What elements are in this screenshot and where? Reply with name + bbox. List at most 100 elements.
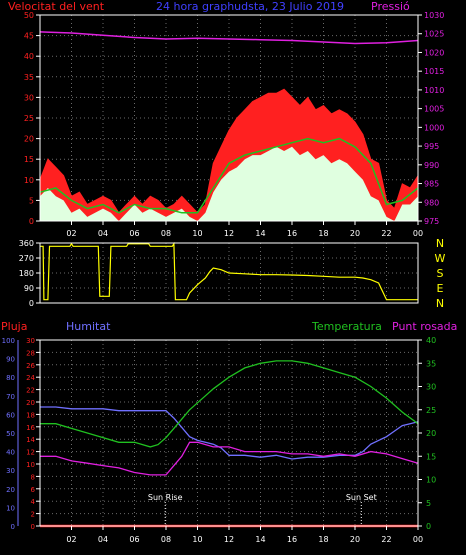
direction-series	[40, 241, 418, 301]
compass-label: E	[437, 282, 444, 295]
humidity-y-tick-label: 80	[6, 374, 15, 382]
climate-x-ticks: 02 04 06 08 10 12 14 16 18 20 22 00	[66, 526, 423, 544]
rain-y-tick-label: 8	[31, 473, 35, 481]
pressure-y-tick-label: 1000	[424, 123, 444, 132]
direction-y-tick-label: 180	[19, 269, 34, 278]
pressure-y-tick-label: 1005	[424, 105, 444, 114]
humidity-y-tick-label: 60	[6, 411, 15, 419]
wind-min-area	[40, 146, 418, 221]
rain-y-tick-label: 28	[26, 349, 35, 357]
temperature-line	[40, 360, 419, 448]
wind-x-tick-label: 18	[318, 229, 328, 238]
climate-x-tick-label: 22	[381, 535, 391, 544]
humidity-y-tick-label: 50	[6, 430, 15, 438]
climate-x-tick-label: 20	[350, 535, 360, 544]
pressure-line	[39, 31, 419, 45]
temperature-y-tick-label: 20	[426, 429, 436, 438]
climate-x-tick-label: 06	[129, 535, 139, 544]
wind-x-tick-label: 00	[413, 229, 423, 238]
rain-y-tick-label: 12	[26, 449, 35, 457]
humidity-y-tick-label: 30	[6, 467, 15, 475]
compass-label: N	[436, 237, 444, 250]
direction-y-tick-label: 270	[19, 254, 34, 263]
rain-y-tick-label: 16	[26, 424, 35, 432]
wind-x-tick-label: 04	[98, 229, 108, 238]
temperature-y-tick-label: 10	[426, 476, 436, 485]
rain-y-tick-label: 22	[26, 387, 35, 395]
wind-y-tick-label: 10	[24, 176, 34, 185]
temperature-y-tick-label: 30	[426, 383, 436, 392]
rain-y-tick-label: 24	[26, 374, 35, 382]
direction-y-tick-label: 90	[24, 284, 34, 293]
humidity-y-tick-label: 100	[2, 337, 15, 345]
wind-y-tick-label: 25	[24, 114, 34, 123]
climate-panel: 0246810121416182022242628300102030405060…	[1, 320, 457, 544]
climate-x-tick-label: 10	[192, 535, 202, 544]
direction-line	[40, 241, 418, 301]
pressure-y-tick-label: 980	[424, 198, 439, 207]
direction-y-ticks: 0 90 180 270 360	[19, 239, 40, 308]
rain-y-tick-label: 10	[26, 461, 35, 469]
humidity-axis-title: Humitat	[66, 320, 111, 333]
pressure-y-ticks: 975 980 985 990 995 1000 1005 1010 1015 1020 1025 1…	[418, 11, 444, 226]
climate-x-tick-label: 18	[318, 535, 328, 544]
compass-label: S	[437, 267, 444, 280]
rain-y-tick-label: 6	[31, 486, 36, 494]
climate-x-tick-label: 00	[413, 535, 423, 544]
wind-x-tick-label: 16	[287, 229, 297, 238]
chart-title: 24 hora graphudsta, 23 Julio 2019	[156, 0, 344, 13]
rain-y-tick-label: 18	[26, 411, 35, 419]
temperature-y-tick-label: 0	[426, 522, 431, 531]
rain-axis-title: Pluja	[1, 320, 27, 333]
wind-x-tick-label: 12	[224, 229, 234, 238]
pressure-y-tick-label: 990	[424, 161, 439, 170]
wind-x-ticks: 02 04 06 08 10 12 14 16 18 20 22 00	[66, 221, 423, 238]
temperature-y-tick-label: 40	[426, 336, 436, 345]
wind-avg-line	[39, 137, 419, 214]
wind-x-tick-label: 22	[381, 229, 391, 238]
wind-series	[39, 31, 419, 222]
wind-y-tick-label: 20	[24, 135, 34, 144]
humidity-y-tick-label: 40	[6, 449, 15, 457]
climate-y-ticks: 0246810121416182022242628300102030405060…	[2, 336, 437, 531]
climate-x-tick-label: 08	[161, 535, 171, 544]
wind-x-tick-label: 20	[350, 229, 360, 238]
wind-y-tick-label: 40	[24, 52, 34, 61]
humidity-y-tick-label: 10	[6, 504, 15, 512]
sun-marker-label: Sun Rise	[148, 493, 183, 502]
dewpoint-line	[40, 441, 419, 476]
wind-x-tick-label: 02	[66, 229, 76, 238]
wind-y-tick-label: 15	[24, 155, 34, 164]
climate-x-tick-label: 12	[224, 535, 234, 544]
sun-marker-label: Sun Set	[346, 493, 377, 502]
climate-x-tick-label: 04	[98, 535, 108, 544]
temperature-y-tick-label: 35	[426, 359, 436, 368]
wind-x-tick-label: 10	[192, 229, 202, 238]
wind-y-tick-label: 5	[29, 196, 34, 205]
humidity-y-tick-label: 70	[6, 393, 15, 401]
humidity-y-tick-label: 0	[11, 523, 15, 531]
pressure-y-tick-label: 985	[424, 180, 439, 189]
climate-x-tick-label: 16	[287, 535, 297, 544]
wind-axis-title: Velocitat del vent	[8, 0, 105, 13]
rain-y-tick-label: 4	[31, 498, 36, 506]
temperature-y-tick-label: 25	[426, 406, 436, 415]
rain-y-tick-label: 26	[26, 362, 35, 370]
pressure-y-tick-label: 1010	[424, 86, 444, 95]
rain-y-tick-label: 2	[31, 511, 35, 519]
temperature-y-tick-label: 5	[426, 499, 431, 508]
rain-y-tick-label: 20	[26, 399, 35, 407]
wind-x-tick-label: 14	[255, 229, 265, 238]
compass-label: W	[435, 252, 446, 265]
wind-x-tick-label: 06	[129, 229, 139, 238]
wind-y-tick-label: 30	[24, 93, 34, 102]
humidity-y-tick-label: 90	[6, 356, 15, 364]
sun-annotations: Sun Rise Sun Set	[148, 493, 377, 526]
temperature-axis-title: Temperatura	[311, 320, 382, 333]
wind-x-tick-label: 08	[161, 229, 171, 238]
direction-y-tick-label: 0	[29, 299, 34, 308]
humidity-y-tick-label: 20	[6, 486, 15, 494]
